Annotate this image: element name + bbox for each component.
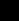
Text: 78: 78 bbox=[0, 0, 19, 18]
Bar bbox=[1, 6, 7, 16]
Text: 80: 80 bbox=[0, 1, 19, 19]
Bar bbox=[4, 5, 12, 6]
Bar bbox=[3, 7, 6, 9]
Bar bbox=[9, 14, 11, 18]
Text: 68: 68 bbox=[0, 2, 14, 20]
Bar bbox=[2, 15, 5, 16]
Text: 90: 90 bbox=[0, 0, 19, 15]
Bar bbox=[2, 7, 5, 9]
Text: 40: 40 bbox=[3, 0, 19, 15]
Bar bbox=[17, 10, 18, 11]
Text: 28: 28 bbox=[0, 2, 19, 20]
Bar bbox=[1, 2, 18, 19]
Text: 56: 56 bbox=[0, 6, 17, 21]
Text: 100: 100 bbox=[0, 3, 19, 21]
Bar bbox=[16, 3, 18, 4]
Bar bbox=[2, 13, 5, 15]
Text: 64: 64 bbox=[0, 0, 16, 12]
Text: FIG. 1: FIG. 1 bbox=[0, 3, 19, 21]
Text: 70: 70 bbox=[2, 0, 19, 16]
Text: 24: 24 bbox=[0, 0, 19, 15]
Text: 50: 50 bbox=[0, 0, 17, 15]
Bar bbox=[2, 9, 7, 13]
Bar bbox=[8, 6, 10, 8]
Text: 66: 66 bbox=[0, 0, 19, 12]
Bar bbox=[2, 10, 6, 13]
Text: 20: 20 bbox=[0, 8, 19, 21]
Bar bbox=[8, 3, 11, 5]
Text: 52: 52 bbox=[0, 7, 17, 21]
Bar bbox=[8, 2, 10, 3]
Text: 74: 74 bbox=[0, 10, 19, 21]
Text: 62: 62 bbox=[3, 0, 19, 12]
Text: 72: 72 bbox=[2, 7, 19, 21]
Text: 92: 92 bbox=[0, 1, 19, 19]
Text: 75: 75 bbox=[0, 6, 19, 21]
Text: 60: 60 bbox=[0, 0, 19, 13]
Bar bbox=[4, 8, 6, 10]
Bar bbox=[7, 5, 17, 18]
Text: 94: 94 bbox=[0, 0, 19, 18]
Text: 42: 42 bbox=[0, 8, 19, 21]
Polygon shape bbox=[10, 5, 15, 9]
Text: 54: 54 bbox=[0, 0, 19, 16]
Text: 44: 44 bbox=[0, 0, 19, 17]
Text: 30: 30 bbox=[0, 6, 19, 21]
Polygon shape bbox=[11, 14, 15, 18]
Bar bbox=[2, 3, 4, 4]
Text: 55: 55 bbox=[0, 3, 19, 21]
Text: 48: 48 bbox=[0, 4, 19, 21]
Text: 76: 76 bbox=[0, 3, 19, 21]
Text: 22: 22 bbox=[0, 7, 14, 21]
Text: 26: 26 bbox=[2, 0, 19, 15]
